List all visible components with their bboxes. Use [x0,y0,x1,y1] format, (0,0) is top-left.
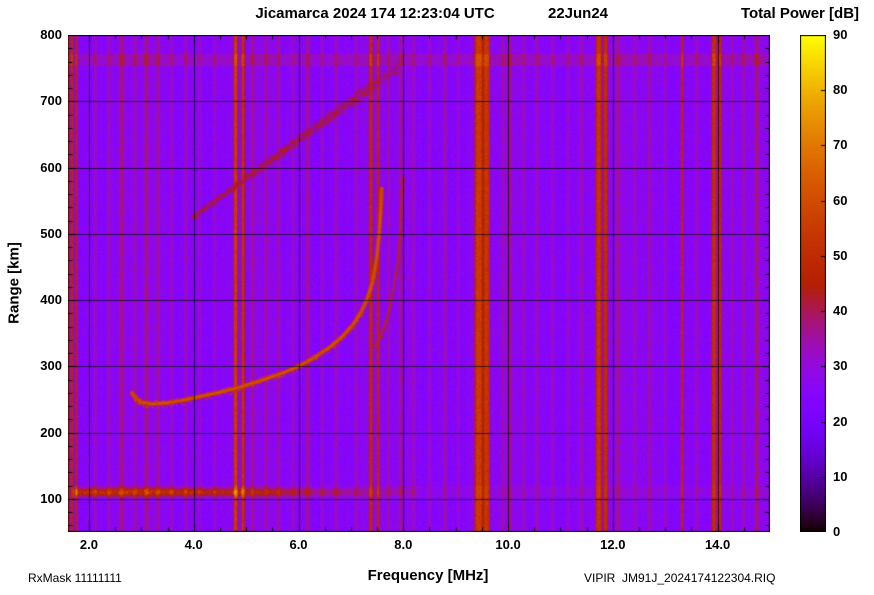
colorbar-tick-label: 60 [833,192,848,208]
y-tick-label: 300 [40,358,62,374]
y-tick-label: 700 [40,93,62,109]
plot-title: Jicamarca 2024 174 12:23:04 UTC [255,5,495,22]
colorbar-tick-label: 30 [833,358,848,374]
y-tick-label: 500 [40,225,62,241]
colorbar-tick-label: 40 [833,303,848,319]
heatmap-canvas [68,35,770,532]
colorbar-tick-label: 90 [833,27,848,42]
x-tick-label: 8.0 [394,537,413,552]
rxmask-label: RxMask 11111111 [28,571,122,585]
x-tick-label: 6.0 [289,537,308,552]
y-tick-label: 800 [40,27,62,42]
x-tick-label: 10.0 [495,537,521,552]
y-tick-label: 100 [40,490,62,506]
file-label: VIPIR JM91J_2024174122304.RIQ [584,571,776,585]
plot-date: 22Jun24 [547,5,609,22]
colorbar-title: Total Power [dB] [740,5,860,22]
colorbar-tick-label: 70 [833,137,848,153]
colorbar-tick-label: 10 [833,468,848,484]
x-tick-label: 12.0 [600,537,626,552]
colorbar-tick-label: 20 [833,413,848,429]
colorbar-canvas [800,35,826,532]
colorbar-tick-label: 50 [833,247,848,263]
y-axis-label: Range [km] [5,242,23,324]
colorbar-tick-label: 80 [833,82,848,98]
x-axis-label: Frequency [MHz] [367,567,489,584]
x-tick-label: 4.0 [184,537,203,552]
y-tick-label: 600 [40,159,62,175]
x-tick-label: 14.0 [704,537,731,552]
x-tick-label: 2.0 [79,537,98,552]
y-tick-label: 400 [40,292,62,308]
colorbar-tick-label: 0 [833,524,841,539]
y-tick-label: 200 [40,424,62,440]
